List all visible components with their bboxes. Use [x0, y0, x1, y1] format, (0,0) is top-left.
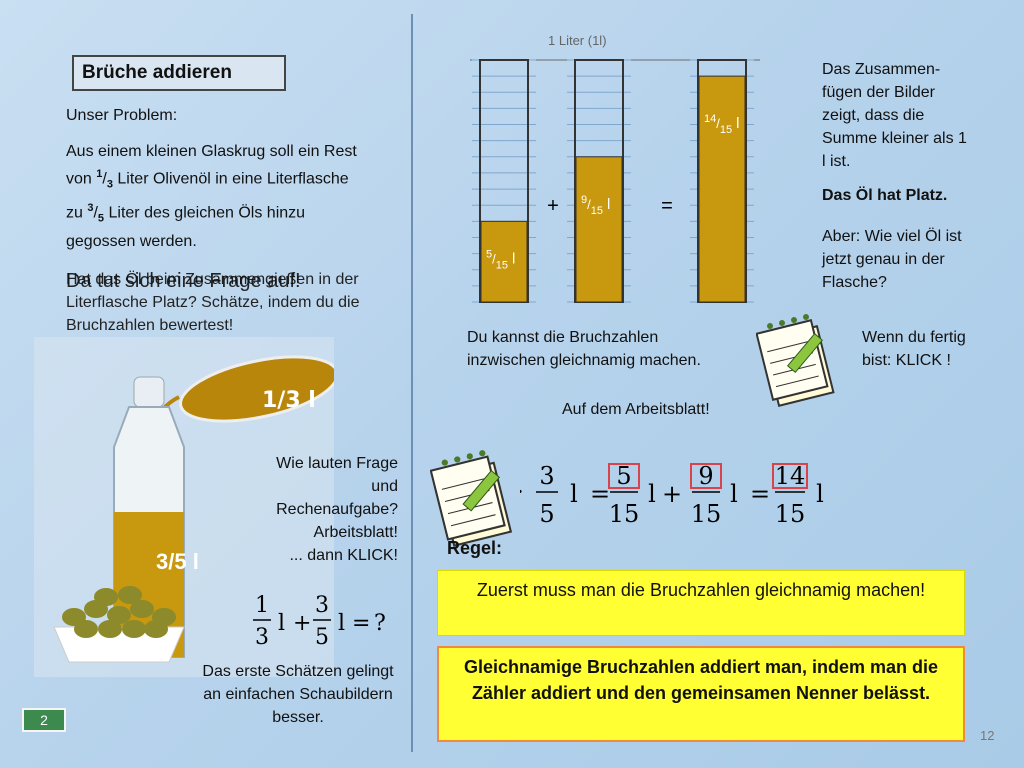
- page-badge[interactable]: 2: [22, 708, 66, 732]
- problem-text: Aus einem kleinen Glaskrug soll ein Rest…: [66, 143, 357, 251]
- page-title: Brüche addieren: [72, 55, 286, 91]
- gleichnamig-hint: Du kannst die Bruchzahlen inzwischen gle…: [467, 329, 701, 369]
- svg-text:l: l: [648, 480, 656, 508]
- sum-formula: 1 3 l + 3 5 l = ?: [252, 590, 402, 660]
- problem-label: Unser Problem:: [66, 107, 178, 124]
- how-much-text: Aber: Wie viel Öl ist jetzt genau in der…: [822, 228, 962, 291]
- oil-bottle-illustration: 1/3 l 3/5 l: [34, 337, 339, 677]
- beaker-fill: [698, 75, 746, 303]
- olive-bowl-icon: [53, 586, 185, 663]
- svg-text:5: 5: [616, 462, 631, 490]
- svg-text:l: l: [278, 611, 285, 636]
- estimate-note: Das erste Schätzen gelingt an einfachen …: [202, 663, 394, 726]
- svg-text:15: 15: [691, 500, 722, 528]
- svg-text:l: l: [730, 480, 738, 508]
- svg-text:+: +: [662, 480, 682, 508]
- svg-text:9: 9: [698, 462, 713, 490]
- vertical-divider: [411, 14, 413, 752]
- svg-text:3: 3: [255, 625, 269, 650]
- svg-text:+: +: [293, 611, 311, 636]
- svg-text:·: ·: [520, 478, 524, 506]
- svg-text:3: 3: [315, 593, 329, 618]
- beaker-fill: [480, 220, 528, 303]
- beaker-fill: [575, 156, 623, 303]
- svg-text:3: 3: [539, 462, 554, 490]
- svg-text:l: l: [338, 611, 345, 636]
- svg-text:15: 15: [609, 500, 640, 528]
- svg-text:14: 14: [775, 462, 806, 490]
- plus-sign: +: [547, 195, 559, 217]
- question-text: Wie lauten Frage und Rechenaufgabe? Arbe…: [276, 455, 398, 564]
- notepad-pencil-icon-regel: [430, 450, 513, 547]
- overlay-question: Da tut sich eine Frage auf!: [66, 270, 301, 292]
- numerator-box-1: [608, 463, 640, 489]
- estimate-prompt: Hat das Öl beim Zusammengießen in der Li…: [66, 271, 360, 334]
- beaker-label: 9/15 l: [581, 194, 610, 217]
- fraction-equation: · 3 5 l = 5 15 l + 9 15 l = 14 15 l: [520, 462, 824, 528]
- regel-label: Regel:: [447, 538, 503, 558]
- svg-text:l: l: [816, 480, 824, 508]
- oil-illustration: 1/3 l 3/5 l: [34, 337, 339, 677]
- page-number: 12: [980, 728, 995, 743]
- svg-text:=: =: [352, 611, 370, 636]
- worksheet-text: Auf dem Arbeitsblatt!: [562, 401, 710, 418]
- sum-description: Das Zusammen-fügen der Bilder zeigt, das…: [822, 61, 967, 170]
- svg-text:5: 5: [315, 625, 329, 650]
- svg-text:?: ?: [374, 611, 386, 636]
- svg-text:15: 15: [775, 500, 806, 528]
- jug-label: 1/3 l: [262, 388, 316, 413]
- svg-text:l: l: [570, 480, 578, 508]
- notepad-pencil-icon[interactable]: [756, 312, 842, 408]
- svg-text:=: =: [750, 480, 770, 508]
- equals-sign: =: [661, 195, 673, 217]
- beaker-label: 14/15 l: [704, 113, 739, 136]
- rule-2: Gleichnamige Bruchzahlen addiert man, in…: [437, 646, 965, 742]
- numerator-box-2: [690, 463, 722, 489]
- svg-text:=: =: [590, 480, 610, 508]
- numerator-box-3: [772, 463, 808, 489]
- bottle-label: 3/5 l: [156, 549, 199, 574]
- beakers-diagram: 5/15 l 9/15 l 14/15 l + =: [470, 59, 760, 303]
- svg-text:1: 1: [255, 593, 269, 618]
- has-space-text: Das Öl hat Platz.: [822, 187, 948, 204]
- svg-text:5: 5: [539, 500, 554, 528]
- beaker-label: 5/15 l: [486, 248, 515, 271]
- liter-label: 1 Liter (1l): [548, 33, 607, 48]
- finished-text: Wenn du fertig bist: KLICK !: [862, 329, 966, 369]
- rule-1: Zuerst muss man die Bruchzahlen gleichna…: [437, 570, 965, 636]
